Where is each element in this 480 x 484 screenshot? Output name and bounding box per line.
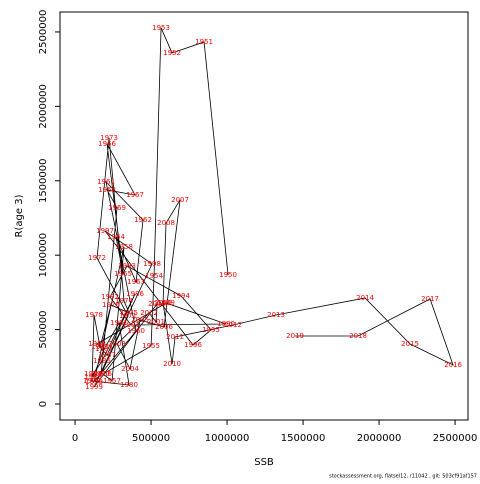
y-tick-label: 2500000 [38,10,49,55]
year-label: 1997 [96,227,114,235]
year-label: 2012 [224,321,242,329]
plot-frame [59,11,469,421]
year-label: 2004 [121,365,139,373]
year-label: 1967 [126,191,144,199]
x-tick-label: 1500000 [281,433,326,444]
year-label: 2000 [148,300,166,308]
x-tick-label: 0 [72,433,78,444]
year-label: 1958 [115,243,133,251]
year-label: 1971 [119,312,137,320]
year-label: 1995 [202,326,220,334]
year-label: 1979 [83,377,101,385]
year-label: 1985 [93,357,111,365]
year-label: 2005 [131,316,149,324]
year-label: 2006 [155,323,173,331]
y-tick-label: 1500000 [38,158,49,203]
y-axis-label: R(age 3) [14,194,25,237]
year-label: 1976 [102,301,120,309]
year-label: 1975 [120,309,138,317]
year-label: 1982 [95,345,113,353]
year-label: 1999 [85,383,103,391]
year-label: 1996 [184,341,202,349]
year-label: 1953 [152,24,170,32]
year-label: 1980 [120,381,138,389]
x-tick-label: 2000000 [357,433,402,444]
year-label: 1951 [195,38,213,46]
year-label: 1983 [84,373,102,381]
year-label: 1992 [101,293,119,301]
year-label: 1966 [98,140,116,148]
year-label: 1972 [88,254,106,262]
year-label: 2018 [349,332,367,340]
year-label: 2016 [444,361,462,369]
year-label: 2019 [286,332,304,340]
year-label: 2015 [401,340,419,348]
year-label: 1991 [122,321,140,329]
year-label: 1963 [127,278,145,286]
year-label: 1969 [108,204,126,212]
year-label: 2017 [421,295,439,303]
year-label: 2003 [108,340,126,348]
year-label: 1959 [85,378,103,386]
year-label: 1977 [91,343,109,351]
year-label: 1994 [172,292,190,300]
year-label: 1978 [85,311,103,319]
footnote: stockassessment.org, flatsel12, r11042 ,… [329,474,477,480]
year-label: 2009 [154,299,172,307]
year-label: 1990 [217,320,235,328]
year-label: 1998 [143,260,161,268]
year-label: 2001 [147,318,165,326]
year-label: 1955 [142,342,160,350]
year-label: 1956 [94,370,112,378]
year-label: 1961 [97,178,115,186]
year-label: 1970 [92,370,110,378]
y-tick-label: 2000000 [38,84,49,129]
year-label: 1981 [110,319,128,327]
y-tick-label: 500000 [38,310,49,348]
year-label: 1960 [127,327,145,335]
year-label: 1952 [163,49,181,57]
year-label: 2007 [171,196,189,204]
year-label: 2010 [163,360,181,368]
year-label: 2002 [140,309,158,317]
year-label: 1993 [118,262,136,270]
year-label: 1986 [126,290,144,298]
year-label: 1962 [134,216,152,224]
x-axis-label: SSB [254,457,274,468]
year-label: 1974 [115,297,133,305]
year-label: 1987 [98,351,116,359]
y-tick-label: 0 [38,401,49,407]
year-label: 1989 [157,299,175,307]
year-label: 1950 [219,271,237,279]
year-label: 1973 [100,134,118,142]
year-label: 2013 [267,311,285,319]
year-label: 1984 [84,370,102,378]
year-label: 1964 [107,233,125,241]
year-label: 1965 [114,270,132,278]
year-label: 2008 [157,219,175,227]
year-label: 1968 [98,186,116,194]
x-tick-label: 500000 [132,433,170,444]
trajectory-line [91,27,454,388]
x-tick-label: 2500000 [433,433,478,444]
x-tick-label: 1000000 [205,433,250,444]
year-label: 1954 [145,272,163,280]
year-label: 2014 [356,294,374,302]
y-tick-label: 1000000 [38,233,49,278]
year-label: 2011 [166,333,184,341]
year-label: 1957 [103,377,121,385]
year-label: 1988 [88,340,106,348]
